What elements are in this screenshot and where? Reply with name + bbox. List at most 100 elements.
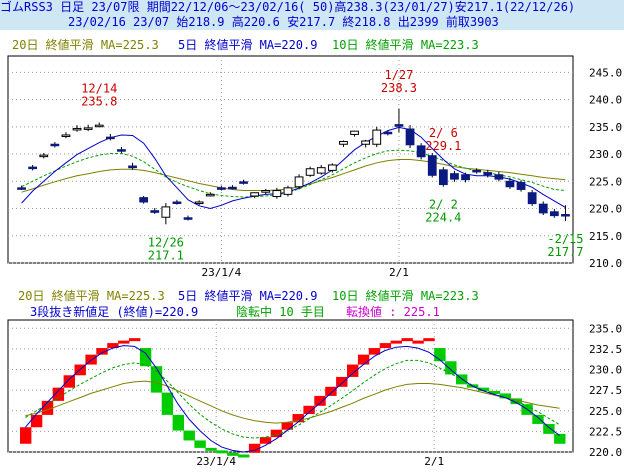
candle-body <box>117 149 126 152</box>
linebreak-brick <box>63 375 75 388</box>
candle-y-axis: 245.0 240.0 235.0 230.0 225.0 220.0 215.0 210.0 <box>589 66 622 270</box>
candle-body <box>150 210 160 213</box>
linebreak-value-label: 3段抜き新値足 (終値)=220.9 <box>30 304 198 319</box>
extreme-date-label: 12/26 <box>148 235 184 249</box>
linebreak-brick <box>139 348 152 367</box>
extreme-value-label: 238.3 <box>381 81 417 95</box>
linebreak-brick <box>172 414 184 431</box>
candle-body <box>139 197 149 203</box>
candle-body <box>339 141 348 145</box>
x-tick-label: 2/1 <box>424 455 444 468</box>
candle-body <box>239 181 248 184</box>
linebreak-brick <box>445 361 457 375</box>
ma20-line <box>25 380 560 424</box>
extreme-value-label: 229.1 <box>425 139 461 153</box>
legend2-ma20: 20日 終値平滑 MA=225.3 <box>18 288 165 303</box>
y-tick-label: 210.0 <box>589 257 622 270</box>
linebreak-brick <box>477 387 490 391</box>
candle-body <box>294 176 304 188</box>
y-tick-label: 222.5 <box>589 425 622 438</box>
legend-ma5: 5日 終値平滑 MA=220.9 <box>178 37 317 52</box>
candle-panel-frame <box>7 55 574 264</box>
linebreak-brick <box>259 437 272 444</box>
y-tick-label: 220.0 <box>589 446 622 459</box>
linebreak-status: 陰転中 10 手目 <box>236 304 325 319</box>
candle-body <box>28 166 38 170</box>
linebreak-brick <box>554 433 566 444</box>
ma5-line <box>25 345 560 453</box>
candle-body <box>183 217 193 220</box>
linebreak-brick <box>281 422 293 430</box>
candle-body <box>549 211 559 217</box>
x-tick-label: 23/1/4 <box>201 266 241 279</box>
candle-body <box>561 214 570 217</box>
candle-body <box>372 129 382 145</box>
candle-body <box>472 169 482 173</box>
linebreak-brick <box>52 387 65 401</box>
linebreak-brick <box>129 338 141 342</box>
linebreak-brick <box>303 405 315 415</box>
extreme-value-label: 224.4 <box>425 211 461 225</box>
linebreak-brick <box>96 348 108 355</box>
linebreak-brick <box>216 450 228 454</box>
y-tick-label: 225.0 <box>589 175 622 188</box>
linebreak-brick <box>183 430 195 441</box>
linebreak-brick <box>150 366 163 393</box>
candle-body <box>83 127 93 130</box>
linebreak-brick <box>161 392 174 415</box>
linebreak-reversal-value: 転換値 : 225.1 <box>346 304 440 319</box>
candle-body <box>172 201 182 204</box>
legend2-ma5: 5日 終値平滑 MA=220.9 <box>178 288 317 303</box>
ma20-line <box>21 159 566 193</box>
linebreak-brick <box>238 454 250 458</box>
candle-body <box>394 124 404 127</box>
candle-body <box>305 168 315 176</box>
linebreak-x-axis: 23/1/4 2/1 <box>196 455 444 468</box>
candle-body <box>61 134 71 137</box>
linebreak-brick <box>434 348 446 362</box>
candle-body <box>94 124 104 128</box>
linebreak-brick <box>379 343 392 349</box>
candle-body <box>505 180 515 188</box>
candle-body <box>216 187 226 190</box>
linebreak-brick <box>248 443 261 453</box>
linebreak-panel-ma-lines <box>25 345 560 453</box>
candle-body <box>450 173 459 180</box>
y-tick-label: 227.5 <box>589 384 622 397</box>
x-tick-label: 2/1 <box>389 266 409 279</box>
candle-body <box>538 203 548 214</box>
legend-ma10: 10日 終値平滑 MA=223.3 <box>332 37 479 52</box>
candle-body <box>228 186 237 190</box>
linebreak-brick <box>499 393 511 399</box>
candle-body <box>105 136 115 140</box>
candle-body <box>361 140 371 145</box>
linebreak-brick <box>41 400 54 415</box>
candle-body <box>427 155 437 176</box>
extreme-value-label: 217.1 <box>148 248 184 262</box>
linebreak-brick <box>390 340 402 344</box>
candle-body <box>261 190 271 193</box>
y-tick-label: 245.0 <box>589 66 622 79</box>
candle-body <box>128 165 137 169</box>
candle-body <box>250 192 260 197</box>
y-tick-label: 225.0 <box>589 405 622 418</box>
linebreak-brick <box>325 386 337 396</box>
candle-body <box>461 174 470 181</box>
linebreak-brick <box>227 452 239 456</box>
candle-body <box>205 193 215 197</box>
candle-body <box>194 201 204 204</box>
extreme-date-label: 12/14 <box>81 81 117 95</box>
candle-body <box>494 174 504 180</box>
candle-body <box>50 143 60 147</box>
legend2-ma10: 10日 終値平滑 MA=223.3 <box>332 288 479 303</box>
linebreak-brick <box>85 354 97 365</box>
linebreak-y-axis: 235.0 232.5 230.0 227.5 225.0 222.5 220.0 <box>589 322 622 459</box>
candle-body <box>283 187 293 195</box>
linebreak-brick <box>205 447 217 451</box>
linebreak-brick <box>488 390 501 394</box>
candle-panel-grid <box>8 56 573 264</box>
y-tick-label: 235.0 <box>589 121 622 134</box>
candle-body <box>316 167 326 174</box>
candle-body <box>350 130 359 135</box>
